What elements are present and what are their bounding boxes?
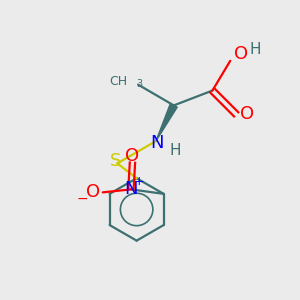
Text: O: O bbox=[234, 45, 248, 63]
Text: O: O bbox=[125, 147, 140, 165]
Text: 3: 3 bbox=[136, 79, 143, 89]
Text: N: N bbox=[124, 180, 138, 198]
Text: +: + bbox=[134, 176, 145, 188]
Text: O: O bbox=[86, 183, 100, 201]
Text: S: S bbox=[110, 152, 122, 170]
Polygon shape bbox=[156, 104, 177, 141]
Text: H: H bbox=[250, 42, 261, 57]
Text: −: − bbox=[77, 192, 88, 206]
Text: CH: CH bbox=[110, 75, 128, 88]
Text: O: O bbox=[240, 105, 255, 123]
Text: N: N bbox=[151, 134, 164, 152]
Text: H: H bbox=[169, 142, 181, 158]
